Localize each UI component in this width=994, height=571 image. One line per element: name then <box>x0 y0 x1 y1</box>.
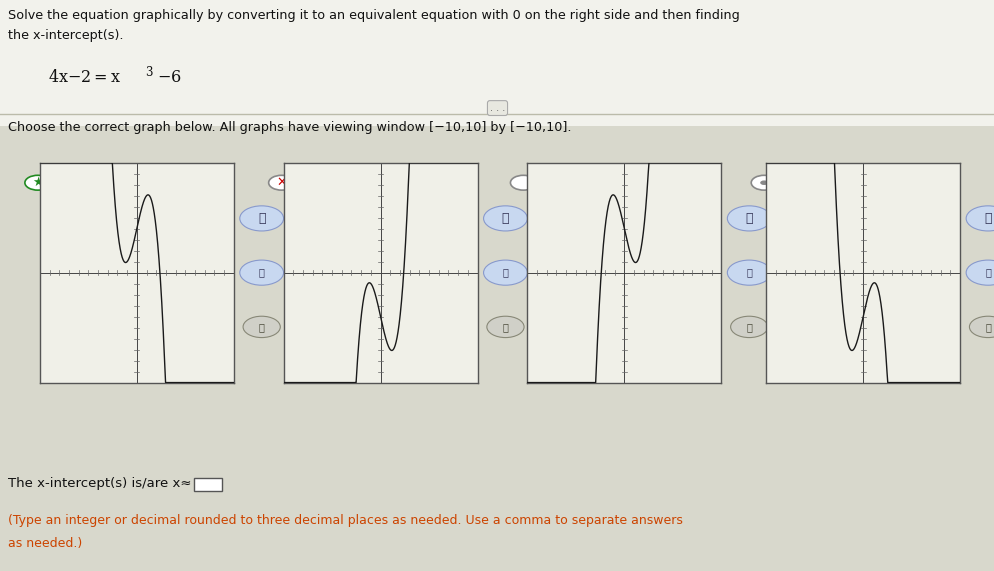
Circle shape <box>510 175 536 190</box>
Text: ★: ★ <box>32 176 44 189</box>
FancyBboxPatch shape <box>0 0 994 126</box>
Text: ✕: ✕ <box>276 176 286 189</box>
Circle shape <box>730 316 767 337</box>
Text: ⤢: ⤢ <box>746 322 751 332</box>
Circle shape <box>483 260 527 286</box>
Text: $-$6: $-$6 <box>157 69 182 86</box>
Text: ⤢: ⤢ <box>258 322 264 332</box>
Text: Solve the equation graphically by converting it to an equivalent equation with 0: Solve the equation graphically by conver… <box>8 9 739 22</box>
Circle shape <box>968 316 994 337</box>
Circle shape <box>483 206 527 231</box>
Circle shape <box>243 316 280 337</box>
FancyBboxPatch shape <box>194 478 222 491</box>
Text: 🔍: 🔍 <box>983 212 991 225</box>
Circle shape <box>727 260 770 286</box>
Text: as needed.): as needed.) <box>8 537 83 550</box>
Text: 🔍: 🔍 <box>258 268 264 278</box>
Circle shape <box>268 175 294 190</box>
Text: Choose the correct graph below. All graphs have viewing window [−10,10] by [−10,: Choose the correct graph below. All grap… <box>8 121 571 134</box>
Circle shape <box>727 206 770 231</box>
Text: ⤢: ⤢ <box>502 322 508 332</box>
Text: 3: 3 <box>145 66 153 79</box>
Text: 🔍: 🔍 <box>745 212 752 225</box>
Text: C.: C. <box>545 176 558 189</box>
Text: ⤢: ⤢ <box>984 322 990 332</box>
Circle shape <box>486 316 524 337</box>
Circle shape <box>750 175 776 190</box>
Circle shape <box>965 206 994 231</box>
Circle shape <box>240 206 283 231</box>
Text: the x-intercept(s).: the x-intercept(s). <box>8 29 123 42</box>
Text: 4x$-$2$=$x: 4x$-$2$=$x <box>48 69 121 86</box>
Text: (Type an integer or decimal rounded to three decimal places as needed. Use a com: (Type an integer or decimal rounded to t… <box>8 514 682 527</box>
Text: B.: B. <box>303 176 316 189</box>
Circle shape <box>759 180 767 185</box>
Text: 🔍: 🔍 <box>501 212 509 225</box>
Text: 🔍: 🔍 <box>984 268 990 278</box>
Circle shape <box>965 260 994 286</box>
Text: A.: A. <box>60 176 73 189</box>
Text: 🔍: 🔍 <box>257 212 265 225</box>
Text: The x-intercept(s) is/are x≈: The x-intercept(s) is/are x≈ <box>8 477 191 490</box>
Text: 🔍: 🔍 <box>502 268 508 278</box>
Text: . . .: . . . <box>489 103 505 113</box>
Circle shape <box>240 260 283 286</box>
Text: 🔍: 🔍 <box>746 268 751 278</box>
Text: D.: D. <box>785 176 799 189</box>
Circle shape <box>25 175 51 190</box>
